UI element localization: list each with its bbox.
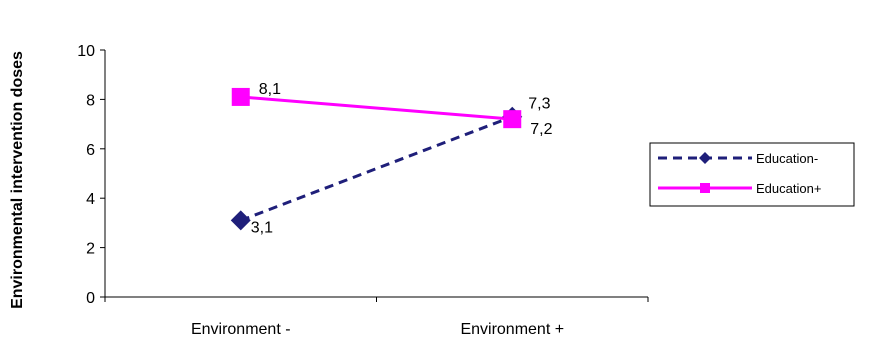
square-marker [700,183,710,193]
data-label: 8,1 [259,81,281,98]
y-tick-label: 6 [86,142,95,159]
diamond-marker [230,210,251,231]
data-label: 3,1 [251,219,273,236]
diamond-marker [699,152,711,164]
x-category-label: Environment + [460,321,564,338]
series-line-Education- [240,115,513,222]
y-tick-label: 2 [86,241,95,258]
data-labels: 3,1 7,3 8,1 7,2 [251,81,553,236]
x-category-label: Environment - [191,321,291,338]
y-axis-label: Environmental intervention doses [9,51,26,309]
series-markers [230,87,523,231]
data-label: 7,2 [530,121,552,138]
chart-axes [100,49,649,302]
legend-label: Education- [756,151,818,166]
y-tick-label: 8 [86,92,95,109]
legend-label: Education+ [756,181,821,196]
y-tick-label: 10 [77,43,95,60]
square-marker [231,87,250,106]
series-lines [240,95,513,222]
y-tick-label: 4 [86,191,95,208]
y-tick-label: 0 [86,290,95,307]
legend: Education- Education+ [649,142,855,207]
x-category-labels: Environment - Environment + [191,321,564,338]
data-label: 7,3 [528,96,550,113]
square-marker [503,110,522,129]
legend-box [649,142,855,207]
y-tick-labels: 0 2 4 6 8 10 [77,43,95,307]
series-line-Education+ [240,95,513,121]
